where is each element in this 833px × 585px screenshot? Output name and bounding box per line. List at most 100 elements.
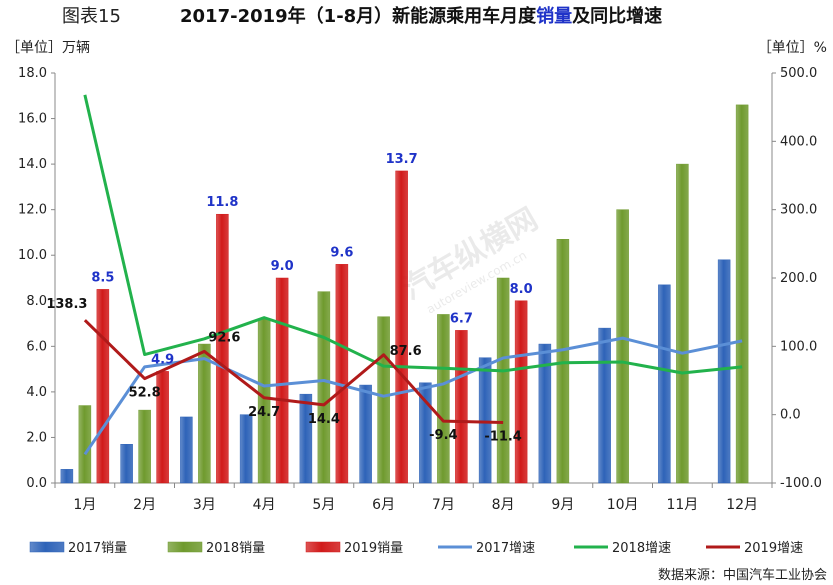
- x-tick-label: 12月: [726, 497, 758, 513]
- bar-2017销量: [598, 327, 611, 484]
- watermark-logo: 汽车纵横网 autoreview.com.cn: [397, 202, 544, 317]
- bar-value-label: 9.6: [330, 245, 353, 260]
- y-left-tick-label: 16.0: [18, 112, 47, 127]
- data-labels: 8.5 4.9 11.8 9.0 9.6 13.7 6.7 8.0 138.3 52.8 92.6 2…: [46, 152, 532, 445]
- bar-value-label: 11.8: [206, 195, 238, 210]
- legend-label: 2018增速: [612, 541, 671, 556]
- growth-value-label: 87.6: [390, 344, 422, 359]
- growth-value-label: 138.3: [46, 297, 87, 312]
- x-tick-label: 7月: [432, 497, 455, 513]
- bar-2018销量: [496, 277, 510, 484]
- title-main: 2017-2019年（1-8月）新能源乘用车月度销量及同比增速: [180, 5, 662, 27]
- bar-2019销量: [335, 264, 349, 484]
- y-right-tick-label: 200.0: [780, 271, 817, 286]
- bar-2017销量: [299, 393, 313, 484]
- bar-2018销量: [676, 163, 689, 484]
- y-right-tick-label: 400.0: [780, 134, 817, 149]
- bar-2017销量: [60, 469, 74, 484]
- growth-value-label: 52.8: [129, 386, 161, 401]
- legend-label: 2017销量: [68, 541, 127, 556]
- left-unit-label: ［单位］万辆: [6, 40, 90, 56]
- y-left-tick-label: 8.0: [26, 294, 47, 309]
- bar-2019销量: [275, 277, 289, 484]
- legend-label: 2019销量: [344, 541, 403, 556]
- bar-2018销量: [257, 318, 271, 484]
- x-tick-label: 2月: [133, 497, 156, 513]
- bar-2019销量: [96, 289, 110, 484]
- y-left-tick-label: 14.0: [18, 157, 47, 172]
- x-tick-label: 11月: [666, 497, 698, 513]
- bar-2018销量: [317, 291, 331, 484]
- y-right-tick-label: 0.0: [780, 408, 801, 423]
- legend-swatch: [305, 541, 341, 553]
- y-right-tick-label: 100.0: [780, 339, 817, 354]
- legend-swatch: [29, 541, 65, 553]
- bar-2018销量: [198, 343, 211, 484]
- bar-2019销量: [455, 330, 468, 484]
- bar-value-label: 4.9: [151, 352, 174, 367]
- bar-value-label: 6.7: [450, 311, 473, 326]
- growth-value-label: 14.4: [308, 412, 340, 427]
- x-tick-label: 6月: [372, 497, 395, 513]
- bar-2017销量: [239, 414, 253, 484]
- bar-2018销量: [616, 209, 629, 484]
- line-2019增速: [83, 319, 504, 424]
- bar-2019销量: [514, 300, 528, 484]
- bar-value-label: 8.0: [510, 282, 533, 297]
- y-right-tick-label: 300.0: [780, 203, 817, 218]
- bar-value-label: 13.7: [386, 152, 418, 167]
- bar-2017销量: [419, 382, 432, 484]
- right-unit-label: ［单位］%: [758, 40, 827, 56]
- bar-2018销量: [437, 314, 450, 484]
- bar-2017销量: [658, 284, 671, 484]
- bar-value-label: 8.5: [91, 270, 114, 285]
- bar-2018销量: [556, 239, 570, 484]
- bar-2017销量: [120, 444, 133, 484]
- y-left-tick-label: 4.0: [26, 385, 47, 400]
- lines: [83, 94, 743, 456]
- y-left-tick-label: 10.0: [18, 248, 47, 263]
- bar-2017销量: [478, 357, 492, 484]
- growth-value-label: 92.6: [208, 330, 240, 345]
- bar-2017销量: [717, 259, 731, 484]
- y-left-tick-label: 12.0: [18, 203, 47, 218]
- growth-value-label: -11.4: [484, 429, 521, 444]
- legend-label: 2017增速: [476, 541, 535, 556]
- y-left-tick-label: 2.0: [26, 430, 47, 445]
- y-left-tick-label: 6.0: [26, 339, 47, 354]
- chart-title: 图表15 2017-2019年（1-8月）新能源乘用车月度销量及同比增速: [62, 5, 662, 27]
- x-tick-label: 10月: [607, 497, 639, 513]
- bar-2017销量: [180, 416, 193, 484]
- title-suffix-text: 及同比增速: [572, 5, 662, 27]
- bar-2018销量: [78, 405, 92, 484]
- y-left-tick-label: 0.0: [26, 476, 47, 491]
- x-tick-label: 8月: [492, 497, 515, 513]
- bar-2018销量: [377, 316, 390, 484]
- title-accent-text: 销量: [536, 5, 572, 27]
- legend-swatch: [167, 541, 203, 553]
- x-tick-label: 3月: [193, 497, 216, 513]
- figure-prefix: 图表15: [62, 6, 121, 27]
- y-left-tick-label: 18.0: [18, 66, 47, 81]
- legend-label: 2018销量: [206, 541, 265, 556]
- x-tick-label: 9月: [551, 497, 574, 513]
- data-source: 数据来源：中国汽车工业协会: [658, 567, 827, 583]
- line-2018增速: [83, 94, 743, 375]
- title-main-text: 2017-2019年（1-8月）新能源乘用车月度: [180, 5, 537, 27]
- y-right-tick-label: -100.0: [780, 476, 822, 491]
- bar-2019销量: [395, 170, 408, 484]
- growth-value-label: 24.7: [248, 405, 280, 420]
- growth-value-label: -9.4: [429, 428, 457, 443]
- legend-label: 2019增速: [744, 541, 803, 556]
- bar-2019销量: [216, 213, 229, 484]
- bar-value-label: 9.0: [271, 259, 294, 274]
- x-tick-label: 4月: [253, 497, 276, 513]
- x-tick-label: 1月: [73, 497, 96, 513]
- axes: 0.0 2.0 4.0 6.0 8.0 10.0 12.0 14.0 16.0 18.0 -100.…: [18, 66, 822, 513]
- bar-2018销量: [735, 104, 749, 484]
- y-right-tick-label: 500.0: [780, 66, 817, 81]
- bar-2018销量: [138, 409, 151, 484]
- bar-2017销量: [538, 343, 552, 484]
- x-tick-label: 5月: [312, 497, 335, 513]
